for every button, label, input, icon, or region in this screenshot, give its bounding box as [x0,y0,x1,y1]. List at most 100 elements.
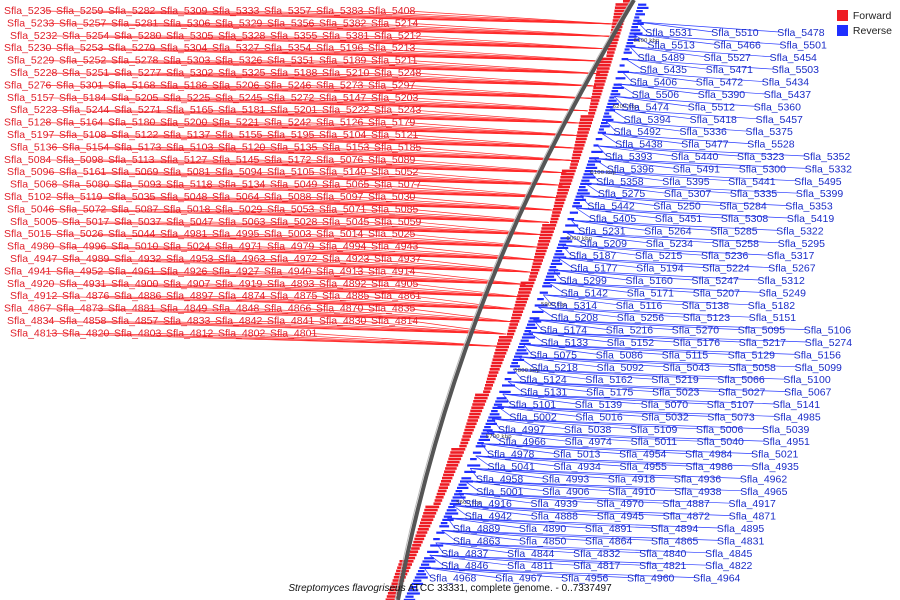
forward-feature [590,99,600,102]
reverse-leader [538,306,685,318]
reverse-leader [533,319,740,330]
forward-gene-label: Sfla_4893 [267,278,314,290]
forward-feature [438,486,448,489]
forward-leader [306,23,612,37]
forward-gene-label: Sfla_5085 [371,203,418,215]
reverse-leader [538,306,619,318]
forward-gene-label: Sfla_5278 [111,55,158,67]
forward-gene-label: Sfla_5024 [163,241,210,253]
forward-gene-label: Sfla_5122 [111,129,158,141]
forward-gene-label: Sfla_5135 [270,141,317,153]
forward-gene-label: Sfla_5214 [371,17,418,29]
reverse-leader [523,344,730,355]
forward-leader [150,320,506,335]
forward-gene-label: Sfla_5355 [270,30,317,42]
reverse-feature [528,320,542,323]
reverse-feature [613,83,622,86]
legend-forward-label: Forward [852,9,892,22]
reverse-feature [595,138,603,141]
forward-gene-label: Sfla_5179 [368,117,415,129]
forward-feature [446,464,459,467]
reverse-gene-label: Sfla_5322 [776,225,823,237]
forward-gene-label: Sfla_4995 [212,228,259,240]
reverse-gene-label: Sfla_5406 [630,77,677,89]
reverse-leader [552,269,760,281]
forward-gene-label: Sfla_5155 [215,129,262,141]
reverse-leader [533,319,608,330]
forward-leader [303,47,604,62]
reverse-gene-label: Sfla_4935 [752,461,799,473]
forward-gene-label: Sfla_5180 [108,117,155,129]
forward-feature [606,54,614,57]
forward-gene-label: Sfla_5245 [215,92,262,104]
reverse-gene-label: Sfla_4968 [429,573,476,585]
forward-feature [436,492,446,496]
reverse-leader [571,220,713,231]
reverse-leader [543,294,684,306]
reverse-gene-label: Sfla_5138 [682,300,729,312]
reverse-gene-label: Sfla_5040 [697,436,744,448]
forward-feature [518,288,532,291]
reverse-feature [600,125,610,128]
reverse-feature [573,202,580,205]
forward-gene-label: Sfla_5028 [270,216,317,228]
forward-leader [361,147,571,161]
forward-leader [254,97,588,112]
forward-gene-label: Sfla_5105 [267,166,314,178]
reverse-gene-label: Sfla_5032 [641,411,688,423]
forward-feature [609,38,619,41]
forward-feature [421,518,434,521]
reverse-leader [580,195,722,206]
forward-leader [251,159,567,174]
forward-leader [407,122,580,136]
forward-gene-label: Sfla_5037 [114,216,161,228]
forward-leader [361,295,516,310]
forward-gene-label: Sfla_5030 [368,191,415,203]
forward-gene-label: Sfla_5222 [322,104,369,116]
forward-gene-label: Sfla_4905 [371,278,418,290]
forward-gene-label: Sfla_5276 [4,79,51,91]
forward-gene-label: Sfla_5005 [10,216,57,228]
reverse-feature [499,390,511,393]
reverse-gene-label: Sfla_5215 [635,250,682,262]
forward-gene-label: Sfla_4802 [218,327,265,339]
forward-leader [205,184,558,198]
reverse-gene-label: Sfla_5131 [520,387,567,399]
forward-gene-label: Sfla_5161 [59,166,106,178]
forward-feature [416,531,428,534]
reverse-leader [622,71,764,82]
reverse-gene-label: Sfla_5274 [805,337,852,349]
forward-leader [306,171,563,186]
reverse-gene-label: Sfla_4910 [608,486,655,498]
reverse-feature [577,189,588,192]
forward-feature [517,294,530,297]
forward-leader [202,209,549,223]
reverse-gene-label: Sfla_5457 [756,114,803,126]
forward-gene-label: Sfla_5327 [212,42,259,54]
map-caption: Streptomyces flavogriseus ATCC 33331, co… [0,583,900,594]
forward-gene-label: Sfla_4937 [374,253,421,265]
reverse-leader [423,567,630,578]
reverse-gene-label: Sfla_5092 [597,362,644,374]
reverse-gene-label: Sfla_4918 [608,473,655,485]
forward-leader [254,283,521,298]
reverse-gene-label: Sfla_5194 [636,263,683,275]
forward-feature [407,556,416,560]
reverse-feature [543,282,550,285]
forward-feature [494,352,507,355]
reverse-feature [416,573,427,576]
forward-leader [306,209,549,223]
reverse-gene-label: Sfla_5442 [587,201,634,213]
forward-gene-label: Sfla_5195 [267,129,314,141]
reverse-gene-label: Sfla_5139 [575,399,622,411]
reverse-gene-label: Sfla_5075 [530,349,577,361]
forward-feature [447,460,460,464]
reverse-feature [461,477,472,480]
forward-feature [469,412,481,416]
forward-leader [413,109,584,124]
reverse-leader [543,294,750,306]
forward-feature [623,0,630,3]
reverse-feature [472,451,482,454]
reverse-gene-label: Sfla_4844 [507,548,554,560]
reverse-gene-label: Sfla_5495 [794,176,841,188]
